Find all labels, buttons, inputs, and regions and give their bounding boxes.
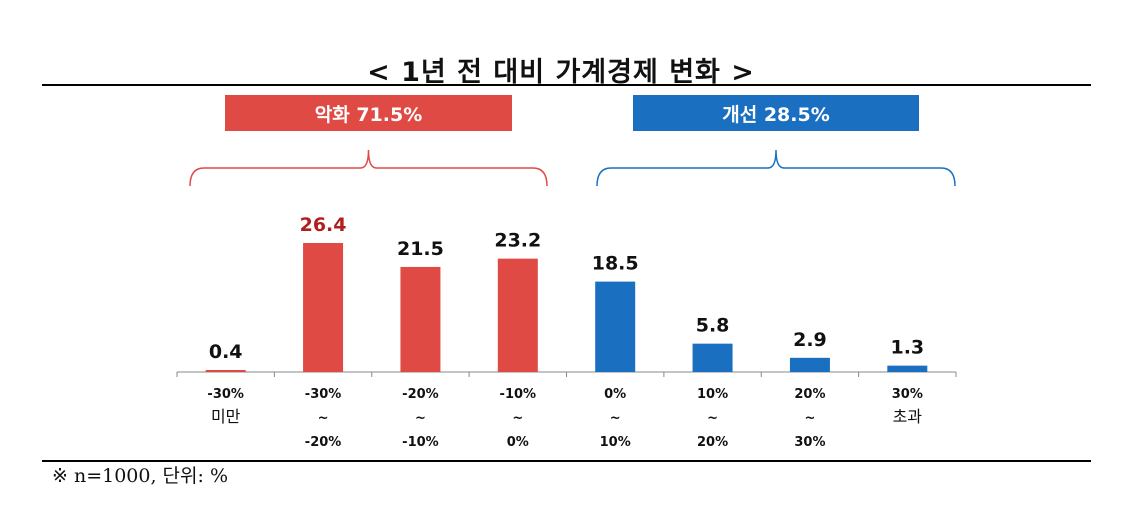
bar: [789, 357, 830, 372]
x-tick-label: ~: [610, 411, 621, 426]
bar: [692, 343, 733, 372]
bar: [595, 281, 636, 372]
x-tick-label: 0%: [507, 435, 529, 450]
data-label: 5.8: [696, 315, 730, 337]
data-label: 21.5: [397, 238, 444, 260]
x-tick-label: ~: [318, 411, 329, 426]
x-tick-label: -20%: [402, 387, 439, 402]
x-tick-label: -30%: [207, 387, 244, 402]
bar: [497, 258, 538, 372]
worsened-brace: [189, 149, 548, 187]
x-tick-label: 10%: [600, 435, 631, 450]
top-divider: [42, 84, 1091, 86]
x-tick-label: -30%: [305, 387, 342, 402]
x-tick-label: -10%: [500, 387, 537, 402]
x-tick-label: 0%: [604, 387, 626, 402]
data-label: 1.3: [890, 337, 924, 359]
x-tick-label: ~: [415, 411, 426, 426]
x-tick-label: 20%: [794, 387, 825, 402]
worsened-group-box: 악화 71.5%: [225, 95, 512, 131]
bar: [887, 365, 928, 372]
x-tick-label: 미만: [211, 407, 241, 426]
bottom-divider: [42, 460, 1091, 462]
improved-group-label: 개선 28.5%: [722, 103, 830, 126]
x-tick-label: -20%: [305, 435, 342, 450]
data-label: 0.4: [209, 341, 243, 363]
improved-brace: [596, 149, 956, 187]
x-tick-label: ~: [707, 411, 718, 426]
data-label: 23.2: [494, 230, 541, 252]
bar: [303, 243, 344, 372]
data-label: 26.4: [300, 214, 347, 236]
x-tick-label: 30%: [794, 435, 825, 450]
bar: [400, 266, 441, 372]
worsened-group-label: 악화 71.5%: [314, 103, 423, 126]
x-tick-label: 초과: [893, 407, 923, 426]
bar: [205, 370, 246, 372]
x-tick-label: 20%: [697, 435, 728, 450]
x-tick-label: ~: [804, 411, 815, 426]
improved-group-box: 개선 28.5%: [633, 95, 919, 131]
x-tick-label: 10%: [697, 387, 728, 402]
x-tick-label: 30%: [892, 387, 923, 402]
x-tick-label: ~: [512, 411, 523, 426]
data-label: 2.9: [793, 329, 827, 351]
chart-title: < 1년 전 대비 가계경제 변화 >: [367, 57, 755, 88]
footnote: ※ n=1000, 단위: %: [52, 465, 229, 487]
x-tick-label: -10%: [402, 435, 439, 450]
data-label: 18.5: [592, 253, 639, 275]
